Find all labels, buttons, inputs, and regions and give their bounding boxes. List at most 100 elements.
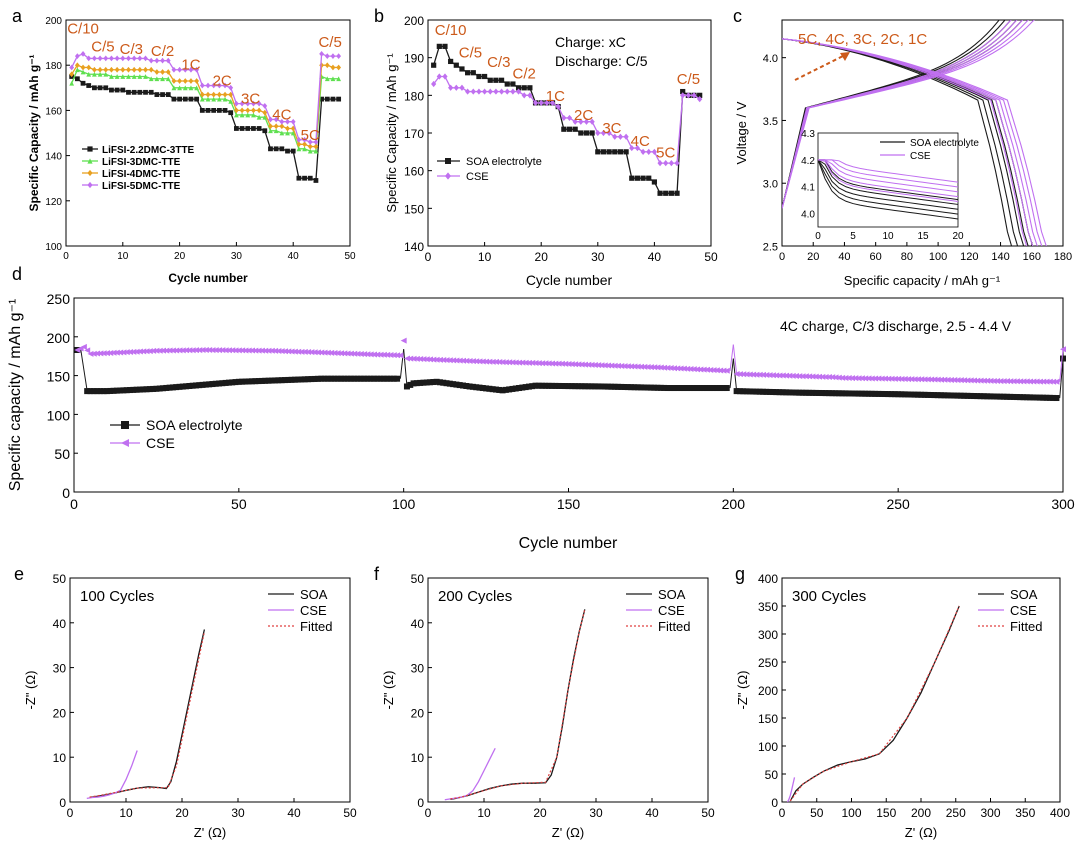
y-tick-label: 3.5 xyxy=(763,116,778,128)
rate-label: 4C xyxy=(272,106,291,123)
data-point xyxy=(822,390,829,397)
data-point xyxy=(290,148,296,154)
rate-label: C/2 xyxy=(151,43,174,60)
series-line xyxy=(86,750,138,800)
data-point xyxy=(1050,378,1057,385)
data-point xyxy=(510,81,516,87)
data-point xyxy=(194,96,200,102)
data-point xyxy=(628,363,635,370)
data-point xyxy=(842,390,849,397)
data-point xyxy=(92,66,97,73)
legend-label: Fitted xyxy=(300,619,333,634)
data-point xyxy=(763,372,770,379)
data-point xyxy=(621,363,628,370)
series-line xyxy=(729,344,734,372)
data-point xyxy=(262,347,269,354)
data-point xyxy=(328,375,335,382)
data-point xyxy=(146,348,153,355)
data-point xyxy=(308,376,315,383)
data-point xyxy=(245,107,251,114)
data-point xyxy=(628,384,635,391)
data-point xyxy=(313,139,319,145)
data-point xyxy=(97,388,104,395)
inset-curve xyxy=(817,159,959,215)
data-point xyxy=(558,382,565,389)
data-point xyxy=(307,148,313,154)
data-point xyxy=(194,85,200,91)
data-point xyxy=(222,96,228,102)
data-point xyxy=(595,149,601,155)
data-point xyxy=(1030,378,1037,385)
y-axis-label: Specific Capacity / mAh g⁻¹ xyxy=(384,53,399,213)
data-point xyxy=(249,347,256,354)
data-point xyxy=(924,391,931,398)
data-point xyxy=(750,371,757,378)
data-point xyxy=(555,103,561,110)
data-point xyxy=(868,375,875,382)
data-point xyxy=(964,392,971,399)
legend-marker xyxy=(87,146,93,152)
y-tick-label: 140 xyxy=(45,152,62,163)
data-point xyxy=(690,366,697,373)
data-point xyxy=(442,73,448,80)
data-point xyxy=(169,347,176,354)
inset-y-tick-label: 4.2 xyxy=(801,156,815,167)
data-point xyxy=(453,84,459,91)
data-point xyxy=(674,365,681,372)
data-point xyxy=(394,375,401,382)
rate-label: 5C xyxy=(656,144,675,161)
data-point xyxy=(222,379,229,386)
data-point xyxy=(334,350,341,357)
data-point xyxy=(318,375,325,382)
inset-curve xyxy=(817,159,959,210)
data-point xyxy=(295,348,302,355)
data-point xyxy=(561,114,567,122)
data-point xyxy=(670,365,677,372)
data-point xyxy=(905,391,912,398)
x-tick-label: 50 xyxy=(701,806,715,820)
data-point xyxy=(188,66,194,73)
inset-curve xyxy=(817,159,959,205)
data-point xyxy=(245,126,251,131)
data-point xyxy=(291,376,298,383)
data-point xyxy=(492,386,499,393)
x-tick-label: 10 xyxy=(119,806,133,820)
rate-label: C/3 xyxy=(487,54,510,71)
rate-label: C/10 xyxy=(435,22,467,39)
data-point xyxy=(194,78,200,84)
data-point xyxy=(324,96,330,102)
data-point xyxy=(188,96,194,102)
data-point xyxy=(186,347,193,354)
data-point xyxy=(707,385,714,392)
data-point xyxy=(211,108,217,113)
x-tick-label: 100 xyxy=(841,806,861,820)
data-point xyxy=(229,347,236,354)
data-point xyxy=(153,385,160,392)
data-point xyxy=(506,386,513,393)
data-point xyxy=(296,146,302,152)
panel-e-impedance-chart: 0 10 20 30 40 50 0 10 20 30 40 50 Z' (Ω) -Z" (Ω) 100 C… xyxy=(23,572,357,840)
data-point xyxy=(123,349,130,356)
data-point xyxy=(205,108,211,113)
data-point xyxy=(661,384,668,391)
data-point xyxy=(947,376,954,383)
rate-label: 4C xyxy=(631,133,650,150)
data-point xyxy=(354,375,361,382)
data-point xyxy=(150,385,157,392)
x-tick-label: 0 xyxy=(425,250,432,264)
data-point xyxy=(84,347,91,354)
data-point xyxy=(773,372,780,379)
data-point xyxy=(336,96,342,102)
data-point xyxy=(225,379,232,386)
data-point xyxy=(423,356,430,363)
data-point xyxy=(644,363,651,370)
data-point xyxy=(918,376,925,383)
data-point xyxy=(143,66,148,73)
data-point xyxy=(802,373,809,380)
data-point xyxy=(733,388,740,395)
data-point xyxy=(228,84,234,91)
data-point xyxy=(901,391,908,398)
data-point xyxy=(234,107,239,114)
x-tick-label: 350 xyxy=(1015,806,1035,820)
data-point xyxy=(80,51,86,57)
